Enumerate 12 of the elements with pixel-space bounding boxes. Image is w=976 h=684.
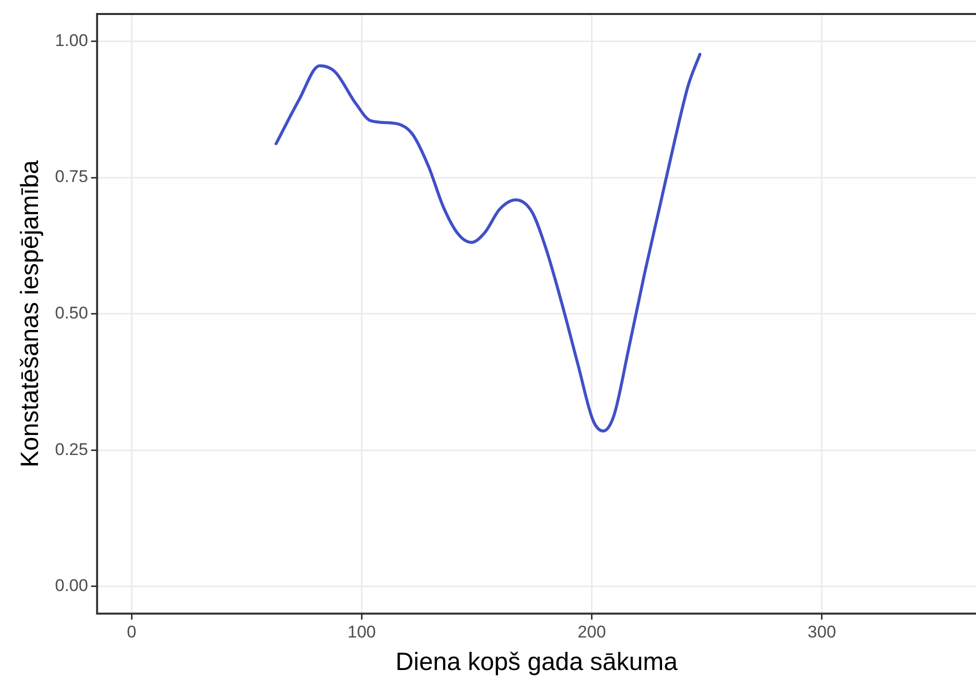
y-tick-label: 0.75 xyxy=(54,167,88,186)
x-axis-title: Diena kopš gada sākuma xyxy=(395,648,678,676)
x-tick-label: 200 xyxy=(578,622,606,642)
y-axis-title: Konstatēšanas iespējamība xyxy=(16,160,44,468)
y-tick-label: 0.25 xyxy=(54,440,88,459)
x-tick-label: 300 xyxy=(808,622,836,642)
x-tick-label: 0 xyxy=(126,622,136,642)
y-tick-label: 1.00 xyxy=(54,30,88,50)
y-tick-label: 0.00 xyxy=(54,576,88,596)
x-tick-label: 100 xyxy=(347,622,376,642)
line-series xyxy=(274,52,702,432)
y-tick-label: 0.50 xyxy=(54,303,88,322)
